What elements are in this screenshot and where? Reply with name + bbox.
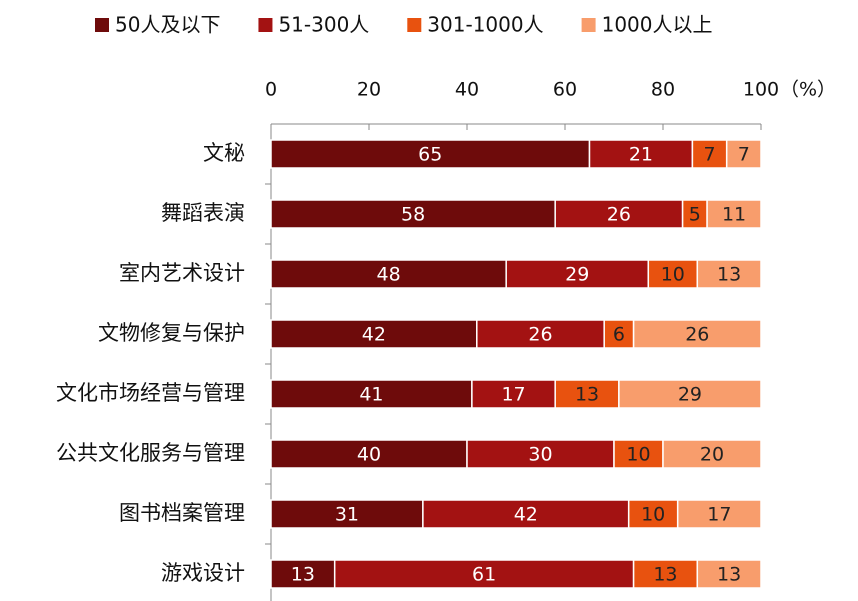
y-tick-label: 文秘 bbox=[203, 141, 245, 165]
bar-value-label: 13 bbox=[717, 564, 741, 586]
legend-swatch bbox=[581, 18, 596, 32]
bar-segment bbox=[270, 439, 468, 469]
bar-segment bbox=[270, 199, 556, 229]
y-tick-label: 游戏设计 bbox=[161, 561, 245, 585]
bar-segment bbox=[270, 379, 473, 409]
bar-value-label: 26 bbox=[607, 204, 631, 226]
bar-value-label: 17 bbox=[707, 504, 731, 526]
bar-value-label: 61 bbox=[472, 564, 496, 586]
x-tick-label: 0 bbox=[265, 79, 277, 101]
x-axis-unit: （%） bbox=[780, 79, 836, 101]
bar-value-label: 29 bbox=[678, 384, 702, 406]
legend-label: 301-1000人 bbox=[427, 13, 543, 37]
legend-label: 51-300人 bbox=[278, 13, 369, 37]
bar-value-label: 65 bbox=[418, 144, 442, 166]
bar-value-label: 42 bbox=[514, 504, 538, 526]
bar-value-label: 26 bbox=[685, 324, 709, 346]
bar-value-label: 41 bbox=[359, 384, 383, 406]
bar-value-label: 29 bbox=[565, 264, 589, 286]
bar-segment bbox=[613, 439, 664, 469]
y-tick-label: 文化市场经营与管理 bbox=[56, 381, 245, 405]
x-tick-label: 20 bbox=[357, 79, 381, 101]
bar-value-label: 26 bbox=[528, 324, 552, 346]
bar-value-label: 7 bbox=[738, 144, 750, 166]
bar-segment bbox=[676, 499, 762, 529]
bar-value-label: 13 bbox=[575, 384, 599, 406]
bar-value-label: 7 bbox=[704, 144, 716, 166]
bar-value-label: 30 bbox=[528, 444, 552, 466]
bar-segment bbox=[662, 439, 762, 469]
bar-value-label: 42 bbox=[362, 324, 386, 346]
bar-segment bbox=[706, 199, 762, 229]
x-tick-label: 100 bbox=[743, 79, 779, 101]
bar-value-label: 10 bbox=[661, 264, 685, 286]
bar-value-label: 13 bbox=[653, 564, 677, 586]
bar-segment bbox=[554, 199, 684, 229]
legend-swatch bbox=[407, 18, 422, 32]
legend-label: 1000人以上 bbox=[602, 13, 713, 37]
bar-segment bbox=[696, 259, 762, 289]
bar-value-label: 10 bbox=[641, 504, 665, 526]
bar-value-label: 10 bbox=[626, 444, 650, 466]
bar-segment bbox=[632, 319, 762, 349]
bar-segment bbox=[270, 559, 336, 589]
bar-value-label: 48 bbox=[377, 264, 401, 286]
bar-value-label: 13 bbox=[717, 264, 741, 286]
bar-segment bbox=[270, 319, 478, 349]
bar-value-label: 6 bbox=[613, 324, 625, 346]
bar-segment bbox=[725, 139, 762, 169]
bar-value-label: 21 bbox=[629, 144, 653, 166]
y-tick-label: 室内艺术设计 bbox=[119, 261, 245, 285]
bar-value-label: 40 bbox=[357, 444, 381, 466]
bar-segment bbox=[476, 319, 605, 349]
bar-value-label: 13 bbox=[291, 564, 315, 586]
bar-value-label: 58 bbox=[401, 204, 425, 226]
bar-segment bbox=[471, 379, 556, 409]
bar-value-label: 17 bbox=[501, 384, 525, 406]
bar-value-label: 5 bbox=[689, 204, 701, 226]
x-tick-label: 60 bbox=[553, 79, 577, 101]
bar-segment bbox=[627, 499, 679, 529]
bar-segment bbox=[554, 379, 620, 409]
bar-segment bbox=[647, 259, 699, 289]
legend-swatch bbox=[258, 18, 273, 32]
bar-segment bbox=[333, 559, 635, 589]
y-tick-label: 公共文化服务与管理 bbox=[56, 441, 245, 465]
bar-segment bbox=[270, 259, 507, 289]
legend-swatch bbox=[95, 18, 109, 32]
bar-segment bbox=[691, 139, 728, 169]
bar-segment bbox=[696, 559, 762, 589]
x-tick-label: 80 bbox=[651, 79, 675, 101]
bar-value-label: 31 bbox=[335, 504, 359, 526]
y-tick-label: 文物修复与保护 bbox=[98, 321, 245, 345]
legend-label: 50人及以下 bbox=[115, 13, 220, 37]
bar-segment bbox=[270, 139, 591, 169]
bar-segment bbox=[618, 379, 762, 409]
bar-value-label: 20 bbox=[700, 444, 724, 466]
x-tick-label: 40 bbox=[455, 79, 479, 101]
y-tick-label: 舞蹈表演 bbox=[161, 201, 245, 225]
y-tick-label: 图书档案管理 bbox=[119, 501, 245, 525]
bar-value-label: 11 bbox=[722, 204, 746, 226]
